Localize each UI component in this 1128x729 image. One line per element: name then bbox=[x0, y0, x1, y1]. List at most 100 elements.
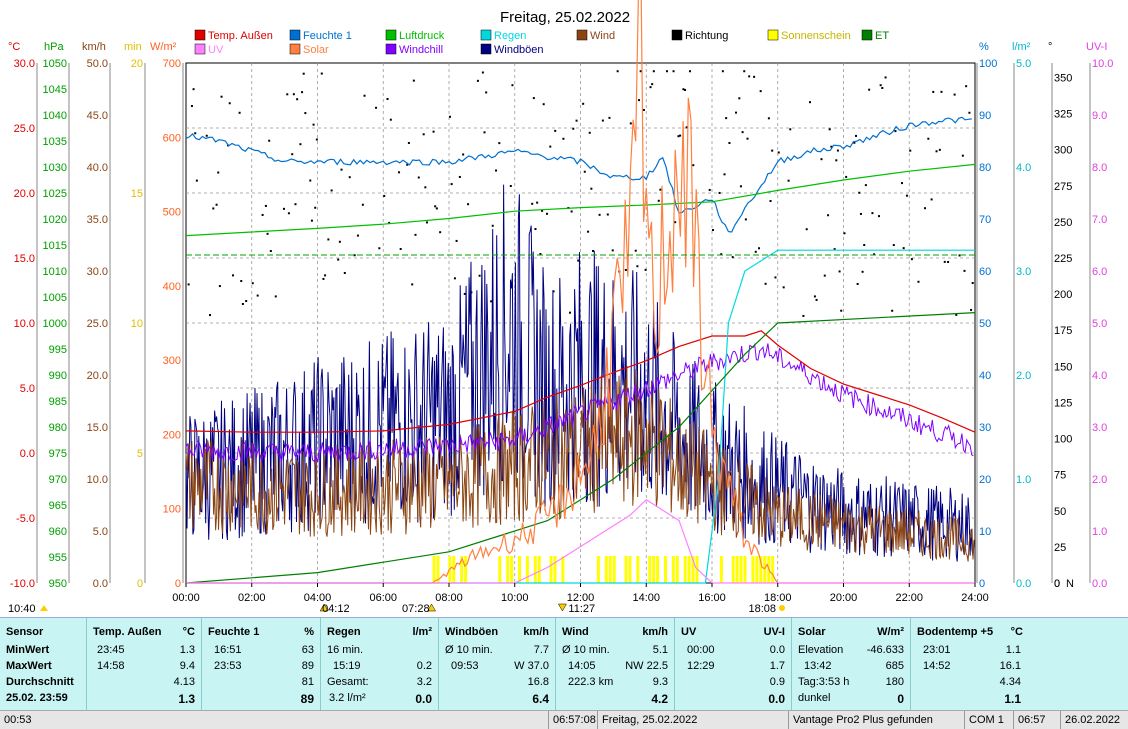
sunshine-bar bbox=[652, 556, 656, 583]
left-axis-temp-tick: 5.0 bbox=[20, 383, 35, 395]
left-axis-sun-tick: 10 bbox=[131, 318, 143, 330]
direction-dot bbox=[932, 90, 935, 93]
row-label-avg: Durchschnitt bbox=[6, 676, 74, 688]
right-axis-uv-tick: 7.0 bbox=[1092, 214, 1107, 226]
sunshine-bar bbox=[624, 556, 628, 583]
legend-label-press: Luftdruck bbox=[399, 30, 445, 42]
uv-r2a: 12:29 bbox=[687, 660, 715, 672]
direction-dot bbox=[414, 233, 417, 236]
direction-dot bbox=[383, 194, 386, 197]
soil-header: Bodentemp +5 bbox=[917, 626, 994, 638]
x-tick-label: 12:00 bbox=[567, 592, 595, 604]
solar-r1b: -46.633 bbox=[866, 644, 904, 656]
rain-r3b: 3.2 bbox=[416, 676, 432, 688]
soil-unit: °C bbox=[1010, 626, 1023, 638]
sunshine-bar bbox=[755, 556, 759, 583]
direction-dot bbox=[458, 175, 461, 178]
right-axis-hum-tick: 50 bbox=[979, 318, 991, 330]
direction-dot bbox=[462, 153, 465, 156]
direction-dot bbox=[552, 290, 555, 293]
direction-dot bbox=[542, 103, 545, 106]
right-axis-dir-tick: 50 bbox=[1054, 506, 1066, 518]
left-axis-press-unit: hPa bbox=[44, 41, 64, 53]
wind-r3b: 9.3 bbox=[652, 676, 668, 688]
legend-label-uv: UV bbox=[208, 44, 224, 56]
direction-dot bbox=[417, 176, 420, 179]
direction-dot bbox=[310, 219, 313, 222]
direction-dot bbox=[759, 90, 762, 93]
solar-r4a: dunkel bbox=[798, 692, 831, 704]
right-axis-dir-tick: 0 bbox=[1054, 578, 1060, 590]
left-axis-temp-tick: 30.0 bbox=[14, 58, 35, 70]
direction-dot bbox=[238, 111, 241, 114]
direction-dot bbox=[746, 137, 749, 140]
temp-min: 1.3 bbox=[179, 644, 195, 656]
direction-dot bbox=[963, 269, 966, 272]
temp-unit: °C bbox=[182, 626, 195, 638]
direction-dot bbox=[434, 205, 437, 208]
direction-dot bbox=[891, 309, 894, 312]
legend-label-temp: Temp. Außen bbox=[208, 30, 273, 42]
direction-dot bbox=[356, 234, 359, 237]
direction-dot bbox=[961, 154, 964, 157]
sunshine-bar bbox=[537, 556, 541, 583]
right-axis-hum-unit: % bbox=[979, 41, 989, 53]
direction-dot bbox=[378, 247, 381, 250]
direction-dot bbox=[209, 314, 212, 317]
rain-header: Regen bbox=[327, 626, 361, 638]
direction-dot bbox=[287, 212, 290, 215]
status-time: 06:57 bbox=[1013, 711, 1050, 729]
x-tick-label: 06:00 bbox=[369, 592, 397, 604]
x-tick-label: 18:00 bbox=[764, 592, 792, 604]
direction-dot bbox=[294, 203, 297, 206]
direction-dot bbox=[853, 141, 856, 144]
uv-r2b: 1.7 bbox=[769, 660, 785, 672]
direction-dot bbox=[327, 238, 330, 241]
sunshine-bar bbox=[743, 556, 747, 583]
left-axis-wind-tick: 0.0 bbox=[93, 578, 108, 590]
direction-dot bbox=[943, 260, 946, 263]
direction-dot bbox=[881, 86, 884, 89]
right-axis-hum-tick: 10 bbox=[979, 526, 991, 538]
right-axis-hum-tick: 100 bbox=[979, 58, 997, 70]
left-axis-press-tick: 1010 bbox=[43, 266, 67, 278]
direction-dot bbox=[388, 221, 391, 224]
chart-legend: Temp. Außen Feuchte 1 Luftdruck Regen Wind Ri… bbox=[194, 29, 889, 56]
direction-dot bbox=[478, 274, 481, 277]
direction-dot bbox=[665, 70, 668, 73]
direction-dot bbox=[476, 79, 479, 82]
left-axis-wind-tick: 40.0 bbox=[87, 162, 108, 174]
direction-dot bbox=[361, 203, 364, 206]
legend-swatch-et bbox=[861, 29, 873, 41]
direction-dot bbox=[789, 128, 792, 131]
direction-dot bbox=[432, 130, 435, 133]
legend-swatch-wind bbox=[576, 29, 588, 41]
right-axis-uv-tick: 6.0 bbox=[1092, 266, 1107, 278]
soil-r3b: 4.34 bbox=[999, 676, 1021, 688]
summary-uv-col: UV UV-I 00:00 0.0 12:29 1.7 0.9 0.0 bbox=[675, 618, 791, 711]
right-axis-dir-tick: 0 bbox=[1054, 578, 1060, 590]
hum-max-time: 23:53 bbox=[214, 660, 242, 672]
left-axis-sun-tick: 0 bbox=[137, 578, 143, 590]
x-tick-label: 14:00 bbox=[632, 592, 660, 604]
wind-header: Wind bbox=[562, 626, 589, 638]
soil-r2a: 14:52 bbox=[923, 660, 951, 672]
left-axis-press-tick: 980 bbox=[49, 422, 67, 434]
rain-r3a: Gesamt: bbox=[327, 676, 369, 688]
direction-dot bbox=[718, 191, 721, 194]
right-axis-uv-tick: 2.0 bbox=[1092, 474, 1107, 486]
direction-dot bbox=[859, 212, 862, 215]
right-axis-dir-north: N bbox=[1066, 578, 1074, 590]
left-axis-sun-unit: min bbox=[124, 41, 142, 53]
x-axis: 00:00 02:00 04:00 06:00 08:00 10:00 12:00 14:00… bbox=[172, 583, 989, 604]
direction-dot bbox=[304, 112, 307, 115]
summary-gust-col: Windböen km/h Ø 10 min. 7.7 09:53 W 37.0… bbox=[439, 618, 555, 711]
left-axis-wind-tick: 35.0 bbox=[87, 214, 108, 226]
direction-dot bbox=[924, 207, 927, 210]
x-tick-label: 04:00 bbox=[304, 592, 332, 604]
right-axis-dir-tick: 250 bbox=[1054, 217, 1072, 229]
direction-dot bbox=[953, 93, 956, 96]
direction-dot bbox=[909, 149, 912, 152]
direction-dot bbox=[674, 221, 677, 224]
direction-dot bbox=[802, 314, 805, 317]
